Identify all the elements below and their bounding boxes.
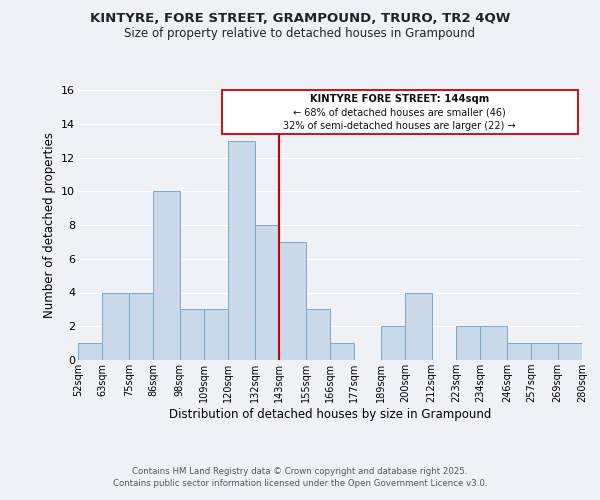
Text: Size of property relative to detached houses in Grampound: Size of property relative to detached ho… [124, 28, 476, 40]
Bar [204, 310, 229, 360]
Text: ← 68% of detached houses are smaller (46): ← 68% of detached houses are smaller (46… [293, 108, 506, 118]
X-axis label: Distribution of detached houses by size in Grampound: Distribution of detached houses by size … [169, 408, 491, 421]
Bar [179, 310, 204, 360]
Bar [507, 343, 531, 360]
Bar [481, 326, 507, 360]
Bar [229, 140, 255, 360]
Y-axis label: Number of detached properties: Number of detached properties [43, 132, 56, 318]
Bar [456, 326, 481, 360]
Text: KINTYRE, FORE STREET, GRAMPOUND, TRURO, TR2 4QW: KINTYRE, FORE STREET, GRAMPOUND, TRURO, … [90, 12, 510, 26]
FancyBboxPatch shape [221, 90, 578, 134]
Bar [305, 310, 330, 360]
Bar [557, 343, 582, 360]
Bar [78, 343, 103, 360]
Bar [531, 343, 557, 360]
Bar [103, 292, 129, 360]
Bar [129, 292, 153, 360]
Bar [255, 225, 279, 360]
Text: 32% of semi-detached houses are larger (22) →: 32% of semi-detached houses are larger (… [283, 121, 516, 131]
Bar [381, 326, 405, 360]
Bar [279, 242, 305, 360]
Text: KINTYRE FORE STREET: 144sqm: KINTYRE FORE STREET: 144sqm [310, 94, 489, 104]
Bar [405, 292, 431, 360]
Bar [330, 343, 355, 360]
Bar [153, 191, 179, 360]
Text: Contains HM Land Registry data © Crown copyright and database right 2025.
Contai: Contains HM Land Registry data © Crown c… [113, 466, 487, 487]
